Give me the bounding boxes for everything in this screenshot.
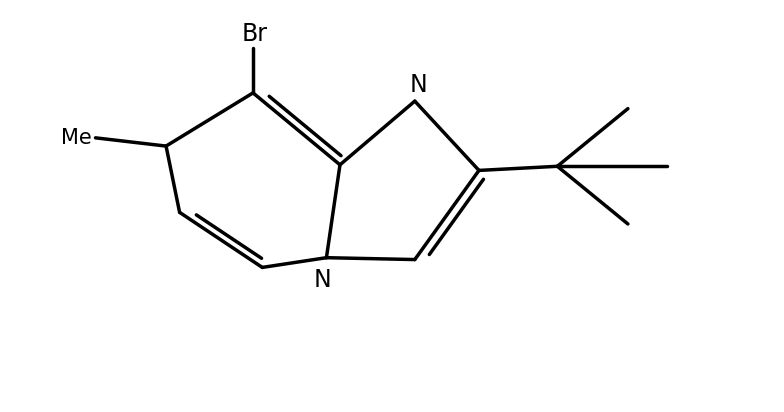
Text: Me: Me bbox=[61, 128, 92, 148]
Text: Br: Br bbox=[241, 21, 267, 45]
Text: N: N bbox=[314, 268, 332, 292]
Text: N: N bbox=[410, 73, 427, 97]
